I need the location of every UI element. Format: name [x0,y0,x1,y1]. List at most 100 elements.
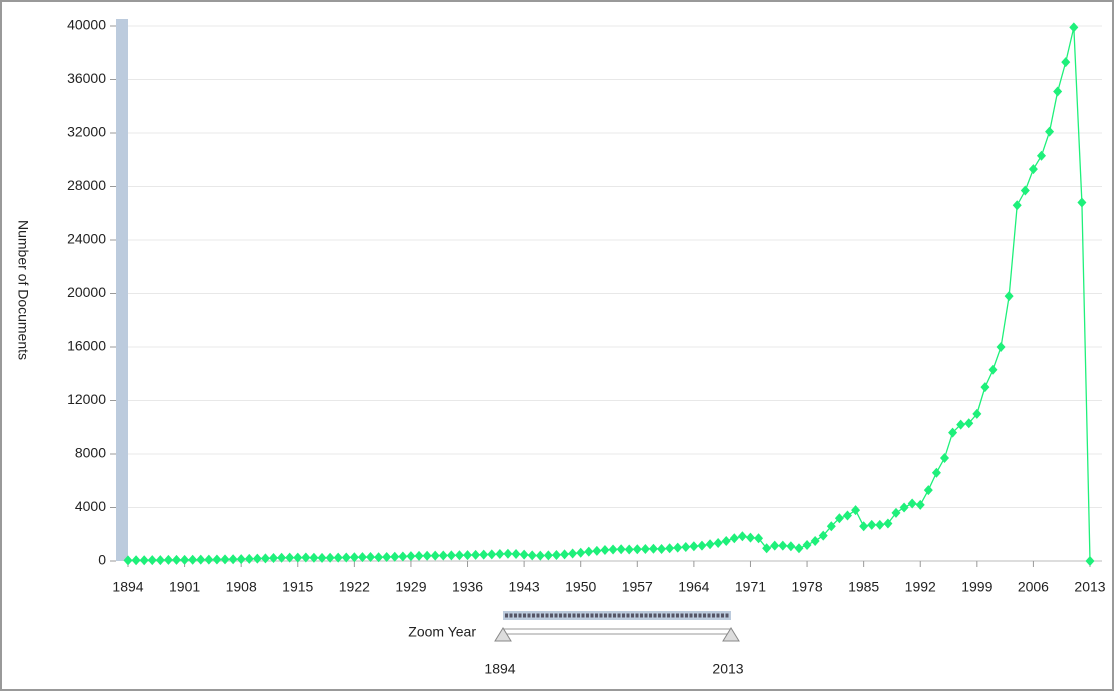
data-point [713,537,723,548]
data-point [770,540,780,551]
y-tick-label: 16000 [67,338,106,354]
x-tick-label: 1922 [339,579,370,595]
zoom-track [503,611,731,620]
data-point [414,550,424,561]
data-point [260,553,270,564]
y-tick-label: 40000 [67,17,106,33]
data-point [1069,22,1079,33]
data-point [188,554,198,565]
data-point [915,499,925,510]
data-point [705,539,715,550]
data-point [301,552,311,563]
range-bar [116,19,128,561]
data-point [1004,291,1014,302]
zoom-end: 2013 [712,661,743,677]
x-tick-label: 1992 [905,579,936,595]
data-point [778,540,788,551]
x-tick-label: 2013 [1074,579,1105,595]
y-tick-label: 8000 [75,445,106,461]
y-tick-label: 32000 [67,124,106,140]
x-tick-label: 1957 [622,579,653,595]
data-point [608,544,618,555]
zoom-rail [502,628,732,635]
data-point [430,550,440,561]
data-point [236,554,246,565]
data-point [325,552,335,563]
data-point [996,342,1006,352]
data-point [681,541,691,552]
data-point [883,518,893,529]
data-point [535,550,545,561]
x-tick-label: 1978 [791,579,822,595]
data-point [155,555,165,566]
y-tick-label: 12000 [67,391,106,407]
data-point [1077,197,1087,208]
data-point [317,552,327,563]
data-point [366,551,376,562]
data-point [349,552,359,563]
data-point [333,552,343,563]
y-axis-label: Number of Documents [15,220,31,360]
x-tick-label: 2006 [1018,579,1049,595]
zoom-thumb[interactable] [494,627,512,642]
data-point [446,550,456,561]
zoom-thumb[interactable] [722,627,740,642]
x-tick-label: 1943 [509,579,540,595]
zoom-label: Zoom Year [408,624,476,640]
data-point [972,408,982,419]
data-point [204,554,214,565]
data-point [754,533,764,544]
data-point [196,554,206,565]
data-point [131,555,141,566]
data-point [899,502,909,513]
data-point [956,419,966,430]
data-point [390,551,400,562]
x-tick-label: 1950 [565,579,596,595]
data-point [180,554,190,565]
data-point [867,519,877,530]
data-point [640,543,650,554]
data-point [139,555,149,566]
data-point [527,550,537,561]
data-point [907,498,917,509]
data-point [503,548,513,559]
data-point [729,533,739,544]
data-point [826,521,836,532]
data-point [592,545,602,556]
data-point [1020,185,1030,196]
data-point [939,453,949,464]
data-point [519,549,529,560]
data-point [382,551,392,562]
data-point [454,550,464,561]
data-point [964,418,974,429]
data-point [818,530,828,541]
data-point [374,552,384,563]
data-point [1045,126,1055,137]
y-tick-label: 4000 [75,498,106,514]
data-point [1028,164,1038,175]
data-point [438,550,448,561]
data-point [422,550,432,561]
y-tick-label: 20000 [67,284,106,300]
data-point [285,552,295,563]
zoom-slider[interactable] [494,611,740,642]
data-point [269,553,279,564]
data-point [632,544,642,555]
data-point [988,364,998,375]
data-point [721,535,731,546]
data-point [277,552,287,563]
data-point [220,554,230,565]
x-tick-label: 1964 [678,579,709,595]
data-point [471,549,481,560]
data-point [511,549,521,560]
x-tick-label: 1929 [395,579,426,595]
data-point [1036,150,1046,161]
data-point [398,551,408,562]
data-point [551,549,561,560]
data-point [244,553,254,564]
y-tick-label: 24000 [67,231,106,247]
data-point [923,485,933,496]
data-point [487,549,497,560]
